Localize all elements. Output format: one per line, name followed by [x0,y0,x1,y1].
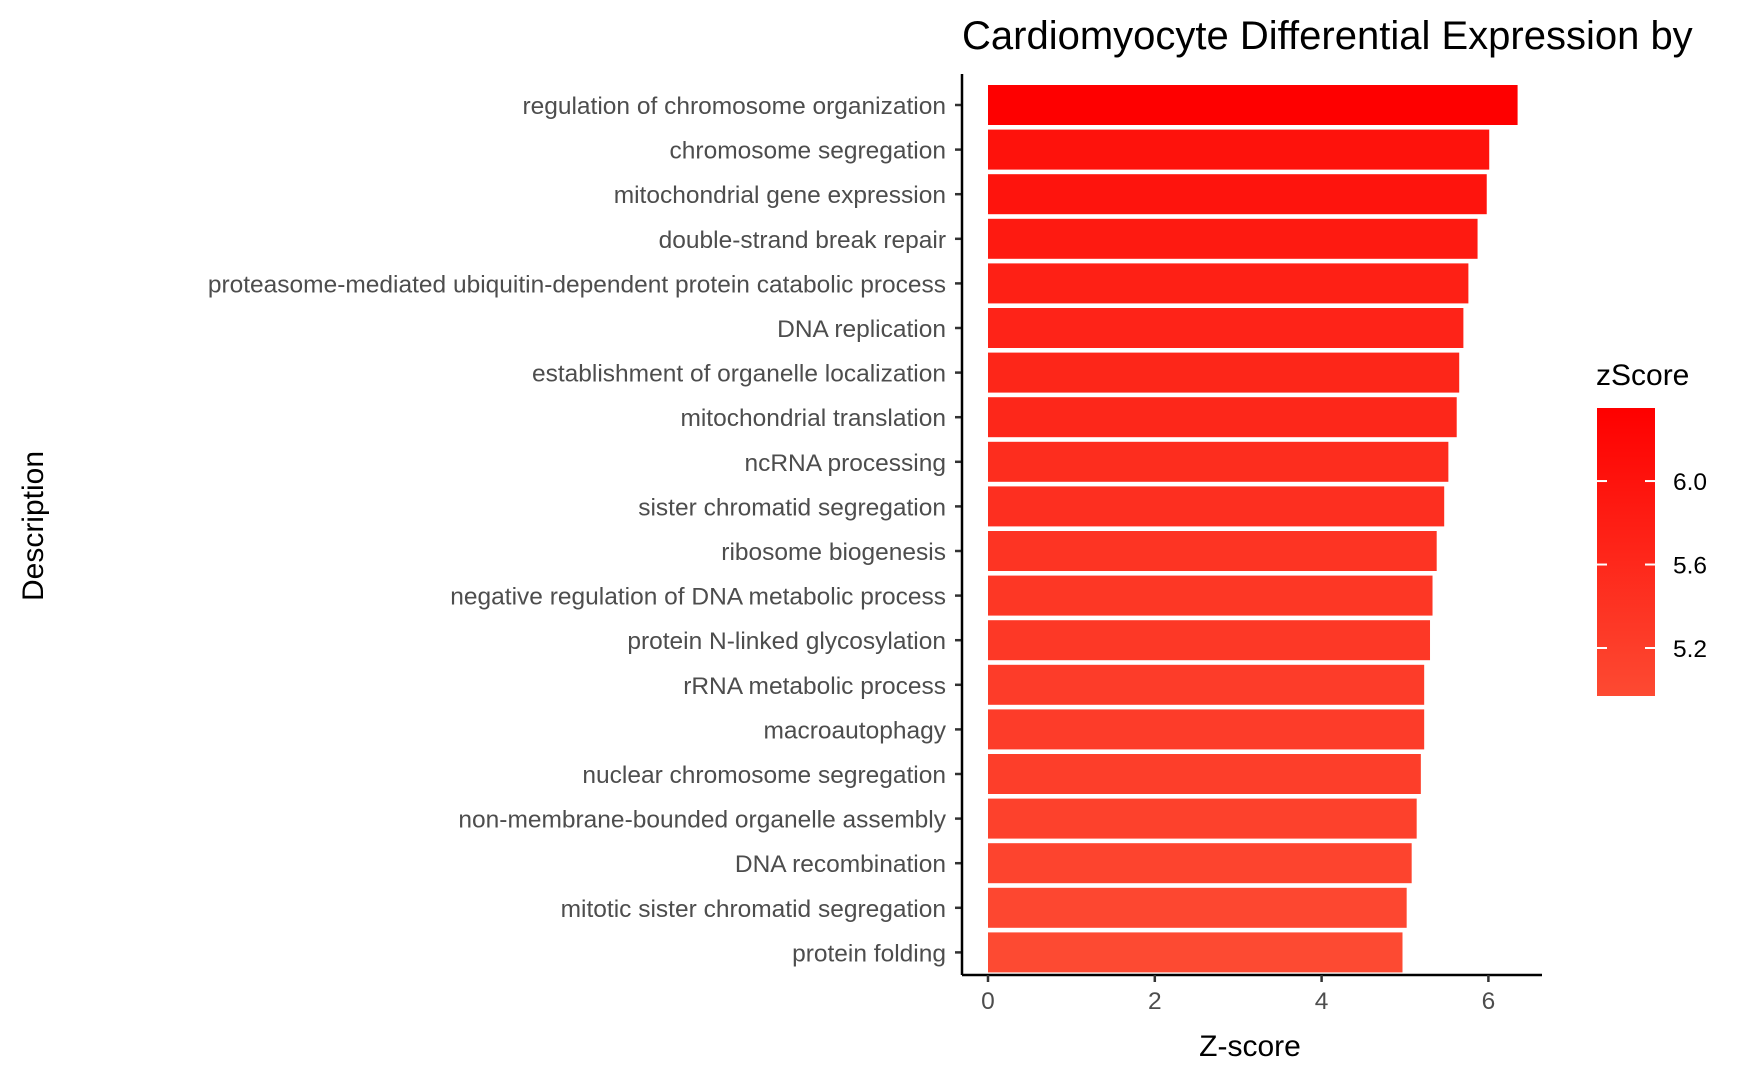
legend-title: zScore [1596,359,1689,392]
y-tick-label: chromosome segregation [670,138,946,165]
y-tick-label: macroautophagy [763,717,946,744]
y-tick-label: negative regulation of DNA metabolic pro… [450,584,946,611]
bar [988,754,1421,794]
bar [988,932,1403,973]
y-tick-label: mitochondrial gene expression [614,182,946,209]
bar [988,843,1412,884]
legend-colorbar [1597,408,1655,696]
x-axis-title: Z-score [1199,1030,1301,1063]
y-tick-label: ribosome biogenesis [721,539,946,566]
y-tick-label: mitotic sister chromatid segregation [561,896,946,923]
bar [988,218,1478,259]
x-axis: 0 2 4 6 [962,973,1542,1015]
legend: zScore 5.2 5.6 6.0 [1596,359,1707,696]
y-tick-label: regulation of chromosome organization [522,93,946,120]
y-tick-label: non-membrane-bounded organelle assembly [458,807,946,834]
y-tick-label: establishment of organelle localization [532,361,946,388]
bar [988,709,1425,750]
y-tick-label: DNA replication [777,316,946,343]
y-tick-label: protein N-linked glycosylation [627,628,946,655]
legend-tick-label: 5.2 [1673,636,1707,663]
bar [988,798,1417,839]
bar [988,441,1449,482]
bar [988,620,1431,661]
y-axis: regulation of chromosome organization chr… [208,74,964,975]
y-tick-label: proteasome-mediated ubiquitin-dependent … [208,271,946,298]
bar [988,352,1460,393]
x-tick-label: 4 [1315,988,1329,1015]
y-tick-label: sister chromatid segregation [638,494,946,521]
x-tick-label: 2 [1148,988,1162,1015]
y-tick-label: nuclear chromosome segregation [582,762,946,789]
bar [988,85,1518,125]
bar [988,174,1487,215]
bar [988,308,1464,348]
chart-title: Cardiomyocyte Differential Expression by [962,14,1693,58]
bar [988,531,1437,571]
legend-ticks: 5.2 5.6 6.0 [1597,469,1707,663]
y-tick-label: ncRNA processing [744,450,946,477]
bar [988,263,1469,304]
bar [988,486,1445,527]
x-tick-label: 0 [981,988,995,1015]
bar [988,397,1457,438]
y-tick-label: rRNA metabolic process [683,673,946,700]
bars [988,85,1518,973]
legend-tick-label: 6.0 [1673,469,1707,496]
y-tick-label: protein folding [792,940,946,967]
x-tick-label: 6 [1482,988,1496,1015]
bar [988,575,1433,616]
legend-tick-label: 5.6 [1673,553,1707,580]
bar [988,664,1425,705]
bar [988,129,1490,170]
y-tick-label: double-strand break repair [659,227,946,254]
y-tick-label: mitochondrial translation [680,405,946,432]
y-axis-title: Description [17,451,50,601]
bar [988,887,1407,928]
y-tick-label: DNA recombination [735,851,946,878]
